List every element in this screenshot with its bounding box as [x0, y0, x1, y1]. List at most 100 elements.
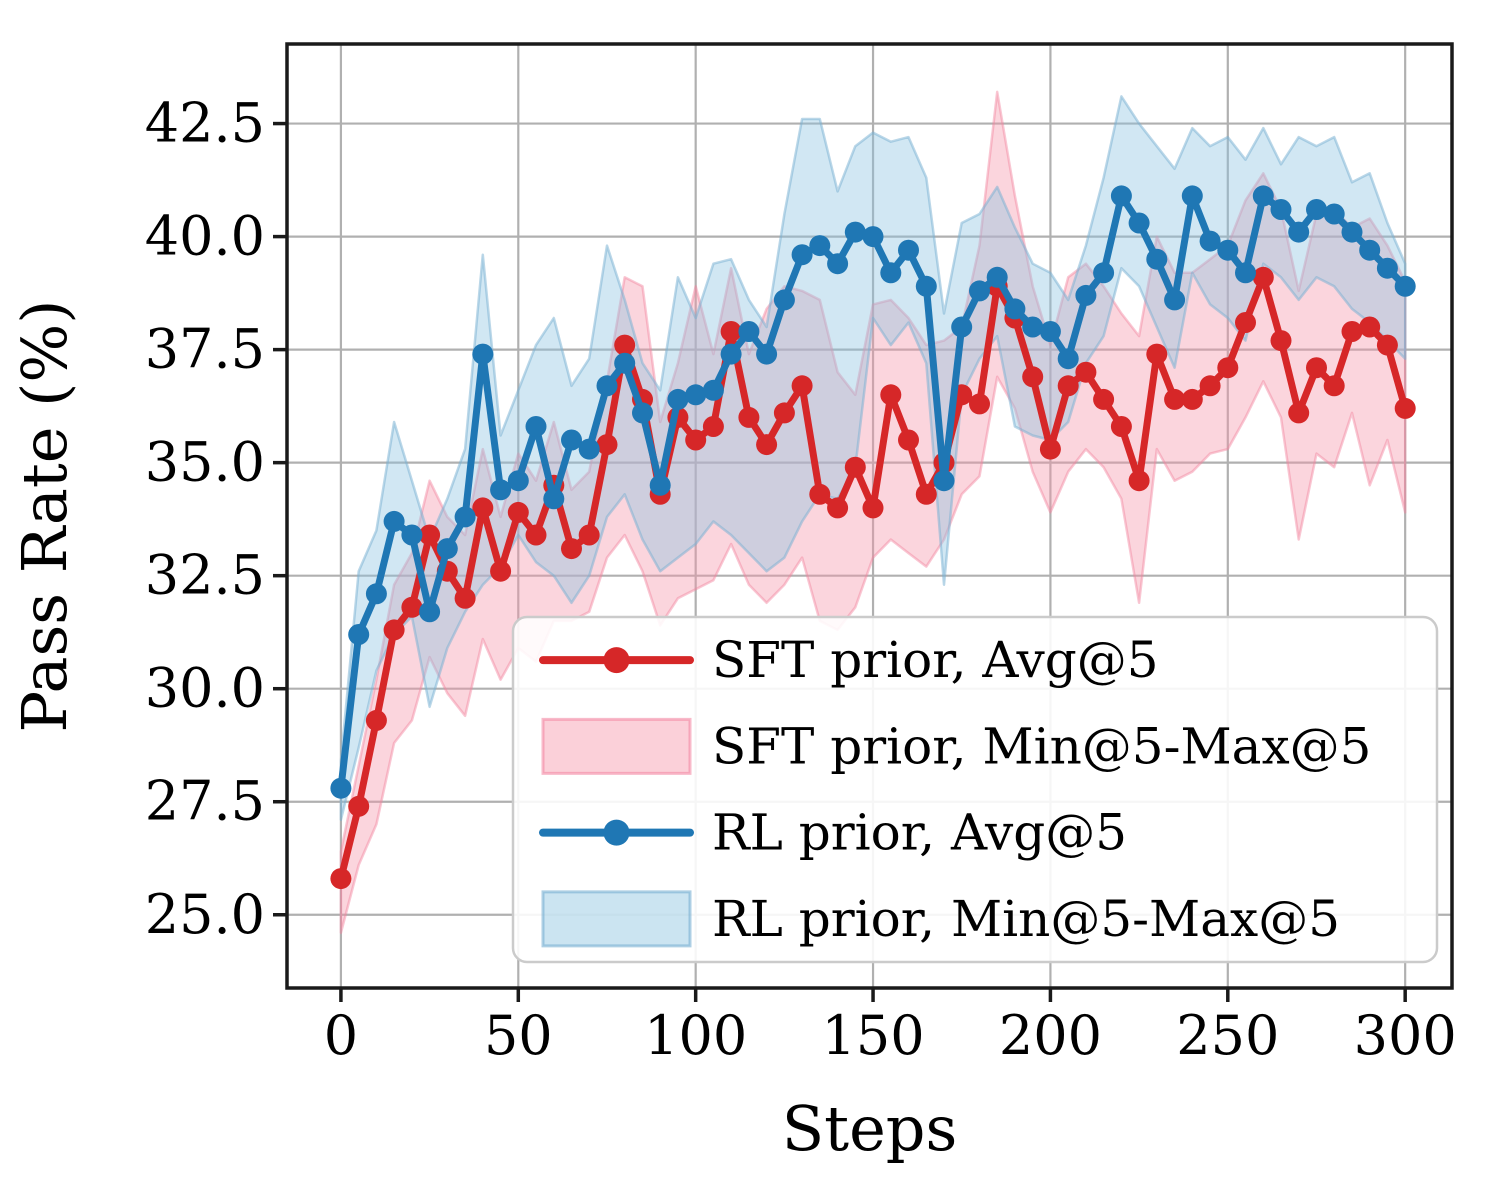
sft-avg-marker — [1181, 388, 1203, 410]
x-tick-label: 150 — [822, 1004, 925, 1067]
rl-avg-marker — [1270, 199, 1292, 220]
y-tick-label: 35.0 — [145, 431, 265, 494]
rl-avg-marker — [454, 506, 476, 528]
y-tick-label: 42.5 — [145, 92, 265, 155]
legend-item: SFT prior, Avg@5 — [539, 631, 1159, 689]
sft-avg-marker — [738, 406, 760, 428]
rl-avg-marker — [951, 316, 973, 338]
sft-avg-marker — [1306, 357, 1327, 379]
rl-avg-marker — [720, 343, 742, 365]
x-tick-label: 50 — [484, 1004, 553, 1067]
y-tick-label: 25.0 — [145, 883, 265, 946]
legend-label: RL prior, Min@5-Max@5 — [712, 890, 1340, 948]
rl-avg-marker — [1217, 239, 1239, 261]
x-tick-label: 200 — [999, 1004, 1102, 1067]
rl-avg-marker — [1199, 230, 1221, 252]
y-tick-label: 37.5 — [145, 318, 265, 381]
y-tick-label: 32.5 — [145, 544, 265, 607]
sft-avg-marker — [578, 524, 600, 546]
rl-avg-marker — [1376, 257, 1398, 279]
rl-avg-marker — [986, 266, 1008, 288]
sft-avg-marker — [1022, 366, 1044, 388]
rl-avg-marker — [827, 253, 849, 275]
sft-avg-marker — [1075, 361, 1097, 383]
sft-avg-marker — [685, 429, 707, 451]
legend-marker-dot — [603, 647, 630, 674]
sft-avg-marker — [720, 321, 742, 342]
rl-avg-marker — [365, 583, 387, 605]
rl-avg-marker — [1323, 203, 1345, 225]
rl-avg-marker — [1004, 298, 1026, 320]
rl-minmax-band — [339, 95, 1407, 822]
legend-band-swatch — [541, 890, 692, 948]
rl-avg-marker — [1164, 289, 1186, 311]
legend-box — [511, 615, 1439, 964]
rl-avg-marker — [862, 226, 884, 248]
sft-avg-marker — [401, 596, 423, 618]
sft-avg-marker — [1270, 330, 1292, 352]
sft-avg-marker — [844, 456, 866, 478]
rl-avg-marker — [1039, 321, 1061, 342]
sft-avg-marker — [1057, 375, 1079, 397]
sft-avg-marker — [330, 868, 352, 890]
sft-avg-marker — [1164, 388, 1186, 410]
rl-avg-marker — [702, 379, 724, 401]
axes-layer: 0 50 100 150 200 250 300 25.0 27.5 30.0 32.5 35.0 37… — [8, 92, 1457, 1165]
sft-avg-marker — [827, 497, 849, 519]
rl-avg-marker — [401, 524, 423, 546]
sft-avg-markers — [330, 266, 1416, 890]
rl-avg-marker — [632, 402, 653, 424]
sft-avg-marker — [702, 416, 724, 437]
sft-avg-marker — [490, 560, 512, 582]
rl-avg-marker — [1359, 239, 1381, 261]
sft-avg-marker — [1235, 312, 1256, 333]
sft-avg-marker — [1093, 388, 1115, 410]
sft-avg-marker — [1323, 375, 1345, 397]
sft-avg-marker — [383, 619, 405, 641]
legend-label: SFT prior, Avg@5 — [712, 631, 1159, 689]
sft-avg-marker — [862, 497, 884, 519]
rl-avg-marker — [1075, 284, 1097, 306]
plot-border — [285, 42, 1454, 990]
sft-avg-marker — [1359, 316, 1381, 338]
sft-avg-marker — [1110, 416, 1132, 437]
rl-avg-marker — [348, 624, 370, 645]
rl-avg-marker — [1394, 275, 1416, 297]
rl-avg-marker — [969, 280, 990, 302]
rl-avg-marker — [507, 470, 529, 492]
sft-avg-marker — [525, 524, 547, 546]
rl-avg-marker — [1181, 185, 1203, 207]
legend-item: RL prior, Min@5-Max@5 — [541, 890, 1340, 948]
sft-avg-marker — [915, 483, 937, 505]
sft-avg-marker — [773, 402, 795, 424]
sft-avg-marker — [1199, 375, 1221, 397]
rl-avg-marker — [543, 488, 565, 510]
series-layer — [330, 185, 1416, 890]
rl-avg-marker — [472, 343, 494, 365]
legend-marker-dot — [603, 819, 630, 846]
rl-avg-marker — [880, 262, 902, 284]
sft-avg-marker — [809, 483, 831, 505]
rl-avg-marker — [649, 474, 671, 496]
x-tick-label: 0 — [324, 1004, 358, 1067]
legend-label: SFT prior, Min@5-Max@5 — [712, 717, 1372, 775]
sft-avg-marker — [596, 434, 618, 456]
rl-avg-marker — [791, 244, 813, 266]
y-tick-label: 30.0 — [145, 657, 265, 720]
rl-avg-marker — [419, 601, 441, 623]
rl-avg-marker — [561, 429, 582, 451]
rl-avg-marker — [1110, 185, 1132, 207]
sft-avg-marker — [1128, 470, 1150, 492]
rl-avg-marker — [614, 352, 636, 374]
sft-avg-marker — [756, 434, 778, 456]
rl-avg-marker — [1252, 185, 1274, 207]
rl-avg-marker — [844, 221, 866, 243]
sft-avg-marker — [1146, 343, 1168, 365]
legend-label: RL prior, Avg@5 — [712, 804, 1127, 862]
sft-avg-marker — [1376, 334, 1398, 356]
rl-avg-marker — [490, 479, 512, 501]
sft-avg-marker — [1394, 397, 1416, 419]
sft-avg-marker — [561, 538, 582, 560]
